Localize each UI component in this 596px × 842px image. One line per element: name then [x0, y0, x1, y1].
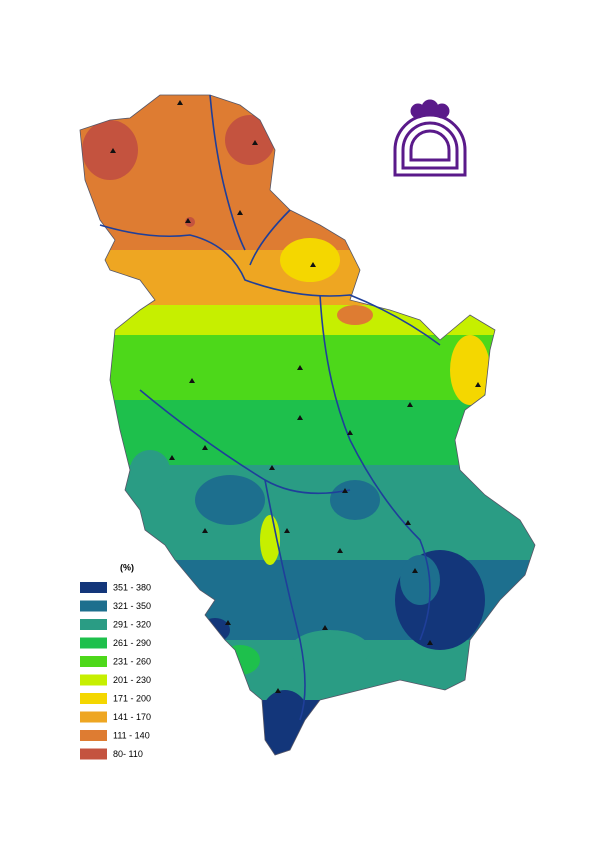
border: [79, 94, 536, 756]
legend-title: (%): [120, 562, 134, 572]
zone: [80, 400, 535, 465]
legend-swatch: [80, 748, 107, 760]
legend-swatch: [80, 693, 107, 704]
legend-swatch: [80, 674, 107, 686]
zone: [260, 690, 310, 750]
zone: [225, 115, 275, 165]
zone: [200, 618, 230, 642]
zone: [290, 630, 370, 670]
zone: [82, 120, 138, 180]
legend-swatch: [80, 600, 107, 612]
zone: [195, 475, 265, 525]
zone: [450, 335, 490, 405]
logo: [393, 99, 467, 177]
legend-swatch: [80, 656, 107, 667]
legend-swatch: [80, 619, 107, 630]
zone: [337, 305, 373, 325]
legend-swatch: [80, 637, 107, 649]
zone: [220, 645, 260, 675]
zone: [80, 305, 535, 335]
legend-label: 80- 110: [113, 749, 143, 759]
zone: [330, 480, 380, 520]
legend: (%) 351 - 380 321 - 350 291 - 320 261 - 290…: [80, 562, 151, 760]
legend-swatch: [80, 730, 107, 741]
rivers: [99, 94, 441, 721]
legend-label: 291 - 320: [113, 619, 151, 629]
precipitation-map: [80, 95, 535, 755]
legend-label: 321 - 350: [113, 601, 151, 611]
legend-swatch: [80, 711, 107, 723]
legend-label: 171 - 200: [113, 693, 151, 703]
legend-label: 351 - 380: [113, 582, 151, 592]
legend-swatch: [80, 582, 107, 593]
legend-label: 141 - 170: [113, 712, 151, 722]
legend-label: 201 - 230: [113, 675, 151, 685]
zone: [130, 450, 170, 490]
legend-label: 231 - 260: [113, 656, 151, 666]
zone: [400, 555, 440, 605]
legend-label: 111 - 140: [113, 730, 150, 740]
zone: [280, 238, 340, 282]
legend-label: 261 - 290: [113, 638, 151, 648]
